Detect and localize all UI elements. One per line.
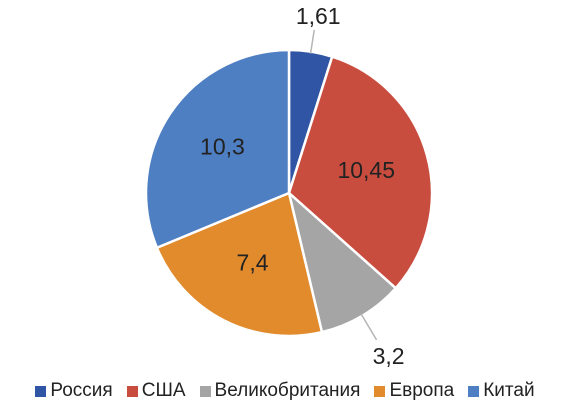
data-label-china: 10,3: [200, 134, 245, 160]
data-label-europe: 7,4: [237, 249, 269, 275]
leader-line-russia: [309, 29, 315, 54]
legend-item-china: Китай: [468, 380, 535, 402]
pie-slices: [144, 48, 434, 338]
legend-swatch-uk: [199, 385, 211, 397]
legend-item-uk: Великобритания: [199, 380, 361, 402]
legend: Россия США Великобритания Европа Китай: [0, 380, 570, 402]
legend-item-usa: США: [126, 380, 186, 402]
leader-line-uk: [360, 313, 378, 341]
legend-label-europe: Европа: [389, 380, 455, 401]
legend-swatch-china: [468, 385, 480, 397]
pie-slice-china: [144, 48, 291, 250]
legend-label-usa: США: [141, 380, 186, 401]
legend-swatch-europe: [374, 385, 386, 397]
data-label-russia: 1,61: [296, 3, 341, 29]
pie-slice-usa: [287, 55, 434, 290]
data-label-uk: 3,2: [373, 343, 405, 369]
legend-item-russia: Россия: [35, 380, 113, 402]
legend-item-europe: Европа: [374, 380, 454, 402]
data-label-usa: 10,45: [337, 157, 395, 183]
legend-label-uk: Великобритания: [214, 380, 361, 401]
pie-labels: 1,61 10,45 3,2 7,4 10,3: [200, 3, 405, 369]
legend-label-china: Китай: [483, 380, 535, 401]
legend-swatch-russia: [35, 385, 47, 397]
pie-slice-europe: [155, 191, 324, 338]
legend-label-russia: Россия: [50, 380, 113, 401]
legend-swatch-usa: [126, 385, 138, 397]
pie-chart: 1,61 10,45 3,2 7,4 10,3: [144, 3, 434, 369]
